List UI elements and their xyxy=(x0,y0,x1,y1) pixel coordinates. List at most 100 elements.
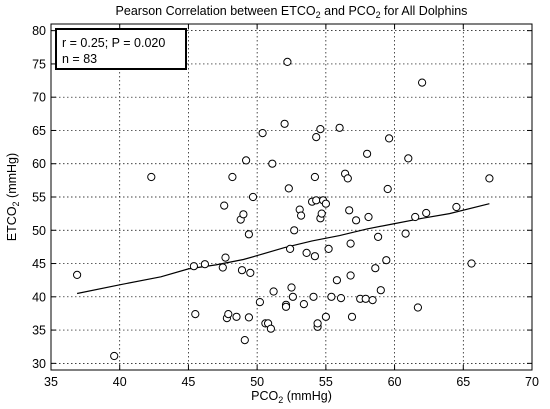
data-point xyxy=(317,209,326,218)
x-tick-label: 55 xyxy=(319,375,333,389)
data-point xyxy=(347,312,357,321)
data-point xyxy=(280,119,289,128)
data-point xyxy=(422,208,431,218)
grid-layer xyxy=(51,24,532,370)
chart-title: Pearson Correlation between ETCO2 and PC… xyxy=(116,4,468,20)
x-axis-label: PCO2 (mmHg) xyxy=(251,389,332,405)
data-point xyxy=(485,174,494,183)
data-point xyxy=(332,276,341,285)
data-point xyxy=(224,310,233,319)
title-sub-2: 2 xyxy=(376,10,381,20)
plot-frame xyxy=(50,23,533,371)
y-label-pre: ETCO xyxy=(5,206,19,241)
data-point xyxy=(327,292,336,301)
x-tick-label: 65 xyxy=(456,375,470,389)
data-point xyxy=(240,336,249,345)
data-point xyxy=(248,192,258,202)
data-point xyxy=(385,134,394,143)
data-point xyxy=(228,172,237,182)
data-point xyxy=(321,199,330,208)
data-point xyxy=(335,123,344,132)
y-tick-label: 70 xyxy=(32,91,46,105)
data-point xyxy=(191,310,200,319)
data-point xyxy=(110,351,119,361)
data-point xyxy=(411,212,420,222)
x-tick-label: 35 xyxy=(44,375,58,389)
stats-box: r = 0.25; P = 0.020 n = 83 xyxy=(55,28,187,70)
data-point xyxy=(255,298,264,307)
y-tick-label: 60 xyxy=(32,157,46,171)
regression-line xyxy=(76,203,490,295)
data-point xyxy=(258,129,267,138)
data-point xyxy=(266,324,275,333)
data-point xyxy=(310,252,319,261)
x-tick-label: 45 xyxy=(181,375,195,389)
data-point xyxy=(312,133,321,142)
data-point xyxy=(309,292,318,301)
data-point xyxy=(284,184,293,193)
data-point xyxy=(374,232,383,241)
y-tick-label: 35 xyxy=(32,324,46,338)
data-point xyxy=(467,259,476,268)
data-point xyxy=(312,196,321,205)
data-point xyxy=(220,201,229,210)
data-point xyxy=(346,271,355,280)
y-tick-label: 40 xyxy=(32,290,46,304)
data-point xyxy=(297,211,306,220)
data-point xyxy=(299,300,308,309)
data-point xyxy=(232,312,241,321)
data-point xyxy=(290,226,299,235)
title-sub-1: 2 xyxy=(316,10,321,20)
data-point xyxy=(244,313,253,322)
data-point xyxy=(288,292,297,301)
stats-sample-size: n = 83 xyxy=(62,52,97,66)
y-axis-label: ETCO2 (mmHg) xyxy=(5,153,21,241)
title-part-pre: Pearson Correlation between ETCO xyxy=(116,4,316,18)
data-point xyxy=(352,216,361,225)
data-point xyxy=(189,262,198,271)
data-point xyxy=(452,202,461,212)
data-point xyxy=(316,125,325,134)
data-point xyxy=(313,319,322,328)
fit-line-layer xyxy=(76,203,490,295)
x-label-post: (mmHg) xyxy=(283,389,332,403)
data-point xyxy=(345,206,354,215)
data-point xyxy=(413,303,422,312)
data-point xyxy=(287,283,296,292)
data-point xyxy=(286,244,295,253)
x-label-sub: 2 xyxy=(278,395,283,405)
y-tick-label: 30 xyxy=(32,357,46,371)
x-tick-label: 70 xyxy=(525,375,539,389)
y-tick-label: 45 xyxy=(32,257,46,271)
data-point xyxy=(242,156,251,165)
data-point xyxy=(401,229,410,238)
title-part-mid: and PCO xyxy=(321,4,376,18)
data-point xyxy=(363,149,372,158)
data-point xyxy=(147,172,156,182)
y-label-sub: 2 xyxy=(11,201,21,206)
data-point xyxy=(239,210,248,219)
data-point xyxy=(376,286,385,295)
y-tick-label: 75 xyxy=(32,57,46,71)
data-point xyxy=(418,78,427,87)
x-label-pre: PCO xyxy=(251,389,278,403)
data-point xyxy=(268,159,277,168)
data-point xyxy=(383,184,392,194)
data-point xyxy=(346,239,355,248)
data-point xyxy=(324,244,333,253)
data-point xyxy=(221,253,230,262)
data-point xyxy=(283,57,292,67)
data-point xyxy=(244,230,253,239)
data-point xyxy=(361,294,370,303)
data-point xyxy=(237,266,247,275)
y-label-post: (mmHg) xyxy=(5,153,19,202)
data-point xyxy=(269,287,278,296)
x-tick-label: 60 xyxy=(388,375,402,389)
data-point xyxy=(200,260,209,269)
data-point xyxy=(368,296,377,305)
x-tick-label: 50 xyxy=(250,375,264,389)
data-point xyxy=(302,248,311,257)
x-tick-label: 40 xyxy=(113,375,127,389)
data-point xyxy=(321,312,330,321)
